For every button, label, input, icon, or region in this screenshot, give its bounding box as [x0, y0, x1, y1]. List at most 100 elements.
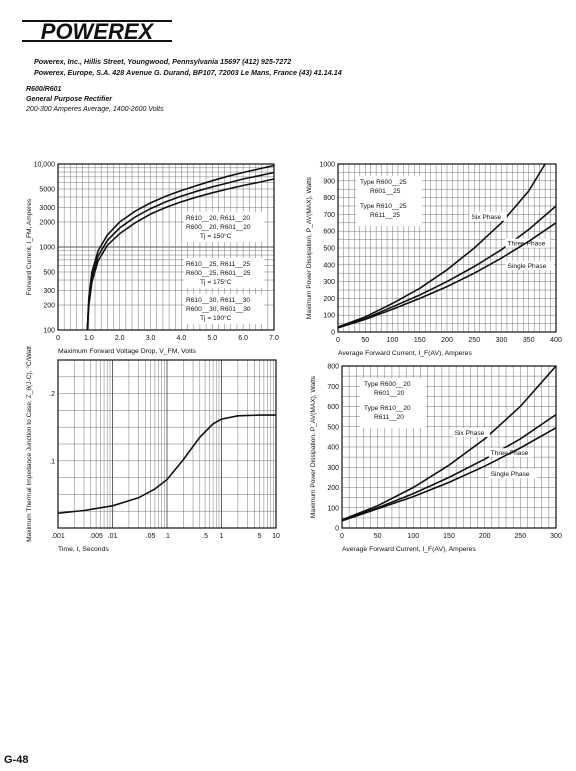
plot-frame [57, 359, 277, 529]
x-tick-label: 4.0 [177, 335, 187, 342]
y-tick-label: 200 [43, 303, 55, 310]
logo-graphic: POWEREX [22, 19, 172, 44]
x-tick-label: 100 [407, 533, 419, 540]
y-tick-label: .2 [49, 391, 55, 398]
legend-entry: R601__25 [370, 188, 401, 195]
series-line [86, 178, 275, 331]
annotation-text: R600__30, R601__30 [186, 306, 251, 313]
series-label: Six Phase [472, 214, 502, 221]
series-line [86, 164, 275, 331]
plot-frame [57, 163, 275, 331]
y-tick-label: 0 [331, 330, 335, 337]
x-tick-label: .005 [89, 533, 103, 540]
y-tick-label: 300 [327, 465, 339, 472]
annotation-text: R610__20, R611__20 [186, 215, 250, 222]
annotation-text: R600__25, R601__25 [186, 270, 251, 277]
y-tick-label: 1000 [319, 162, 335, 169]
x-axis-label: Average Forward Current, I_F(AV), Ampere… [338, 350, 472, 357]
power-dissipation-25-chart: 0 50 100 150 200 250 300 350 400 0 100 200 300 400 500… [306, 162, 562, 358]
part-number: R600/R601 [26, 86, 62, 93]
y-tick-label: 700 [327, 384, 339, 391]
y-tick-label: 700 [323, 212, 335, 219]
legend-entry: R611__25 [370, 212, 400, 219]
thermal-impedance-chart: .001 .005 .01 .05 .1 .5 1 5 10 .1 .2 Time, t, Secon… [25, 346, 280, 553]
x-tick-label: 2.0 [115, 335, 125, 342]
y-tick-label: 100 [327, 505, 339, 512]
x-tick-label: 150 [414, 337, 426, 344]
series-line [341, 365, 557, 521]
series-label: Three Phase [508, 241, 546, 248]
annotation-bg [184, 258, 264, 288]
x-tick-label: .05 [146, 533, 156, 540]
forward-characteristics-chart: 0 1.0 2.0 3.0 4.0 5.0 6.0 7.0 100 200 300 500 1000 20… [26, 162, 279, 356]
y-tick-label: 100 [323, 313, 335, 320]
x-tick-label: 50 [374, 533, 382, 540]
series-label: Six Phase [455, 430, 485, 437]
x-tick-label: 1 [220, 533, 224, 540]
series-line [337, 163, 546, 328]
y-tick-label: 100 [43, 328, 55, 335]
series-line [341, 427, 557, 522]
x-tick-label: .01 [108, 533, 118, 540]
series-label-bg [452, 427, 490, 437]
series-line [337, 205, 557, 328]
x-axis-label: Time, t, Seconds [58, 546, 109, 553]
y-tick-label: 5000 [39, 186, 55, 193]
x-tick-label: 0 [340, 533, 344, 540]
x-axis-label: Average Forward Current, I_F(AV), Ampere… [342, 546, 476, 553]
x-tick-label: 100 [387, 337, 399, 344]
y-tick-label: 2000 [39, 220, 55, 227]
x-tick-label: 7.0 [269, 335, 279, 342]
series-label: Single Phase [491, 471, 530, 478]
x-tick-label: .5 [202, 533, 208, 540]
page-number: G-48 [4, 754, 29, 766]
y-tick-label: 600 [323, 229, 335, 236]
legend-entry: Type R610__25 [360, 203, 407, 210]
y-tick-label: 200 [323, 296, 335, 303]
legend-bg [360, 378, 426, 428]
y-tick-label: 500 [323, 246, 335, 253]
product-subtitle: General Purpose Rectifier [26, 96, 112, 103]
series-line [341, 413, 557, 521]
legend-entry: Type R600__25 [360, 179, 407, 186]
y-tick-label: 200 [327, 485, 339, 492]
address-us: Powerex, Inc., Hillis Street, Youngwood,… [34, 57, 292, 66]
annotation-text: Tj = 150°C [200, 232, 232, 240]
y-tick-label: 1000 [39, 245, 55, 252]
x-tick-label: 200 [479, 533, 491, 540]
plot-frame [341, 365, 557, 529]
y-axis-label: Forward Current, I_FM, Amperes [26, 198, 33, 295]
series-line [57, 414, 276, 514]
series-label: Single Phase [508, 263, 547, 270]
y-tick-label: 500 [43, 269, 55, 276]
x-tick-label: 10 [272, 533, 280, 540]
annotation-text: Tj = 190°C [200, 314, 232, 322]
x-tick-label: 0 [56, 335, 60, 342]
y-tick-label: 800 [323, 195, 335, 202]
brand-name: POWEREX [41, 19, 155, 44]
y-tick-label: 400 [327, 445, 339, 452]
annotation-bg [184, 212, 264, 242]
y-tick-label: 3000 [39, 205, 55, 212]
legend-entry: Type R600__20 [364, 381, 411, 388]
y-axis-label: Maximum Power Dissipation, P_AV(MAX), Wa… [310, 375, 317, 518]
x-tick-label: 5 [258, 533, 262, 540]
powerex-logo: POWEREX [22, 14, 172, 48]
annotation-text: R610__30, R611__30 [186, 297, 250, 304]
series-label-bg [488, 469, 538, 479]
x-tick-label: 0 [336, 337, 340, 344]
annotation-text: R610__25, R611__25 [186, 261, 250, 268]
y-axis-label: Maximum Thermal Impedance Junction to Ca… [25, 346, 33, 542]
y-tick-label: 300 [323, 279, 335, 286]
x-tick-label: .001 [51, 533, 65, 540]
x-tick-label: 6.0 [238, 335, 248, 342]
x-tick-label: 400 [550, 337, 562, 344]
x-tick-label: 200 [441, 337, 453, 344]
y-tick-label: 600 [327, 404, 339, 411]
annotation-bg [184, 294, 264, 324]
x-tick-label: 300 [550, 533, 562, 540]
plot-frame [337, 163, 557, 333]
series-label-bg [505, 238, 551, 248]
x-tick-label: 150 [443, 533, 455, 540]
legend-bg [356, 176, 422, 226]
